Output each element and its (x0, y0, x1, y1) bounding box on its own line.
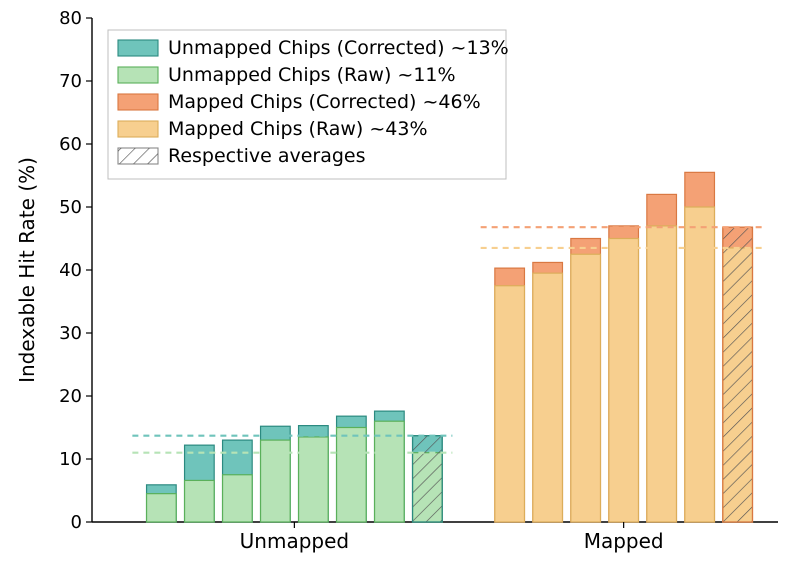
legend-swatch (118, 40, 158, 56)
mapped-raw-bar (571, 254, 601, 522)
y-tick-label: 0 (71, 512, 82, 533)
y-tick-label: 20 (59, 386, 82, 407)
legend-label: Mapped Chips (Corrected) ~46% (168, 91, 481, 113)
bar-chart: 0 10 20 30 40 50 60 70 80 Indexable Hit Rate (%) U… (0, 0, 800, 578)
unmapped-raw-bar (337, 428, 367, 523)
mapped-raw-bar (609, 239, 639, 523)
legend-label: Unmapped Chips (Raw) ~11% (168, 64, 456, 86)
unmapped-raw-bar (185, 480, 215, 522)
mapped-raw-bar (495, 286, 525, 522)
legend-label: Mapped Chips (Raw) ~43% (168, 118, 428, 140)
legend-swatch (118, 67, 158, 83)
y-tick-label: 40 (59, 260, 82, 281)
unmapped-raw-bar (223, 475, 253, 522)
y-axis-label: Indexable Hit Rate (%) (15, 157, 39, 383)
legend-label: Unmapped Chips (Corrected) ~13% (168, 37, 509, 59)
y-tick-label: 10 (59, 449, 82, 470)
y-tick-label: 30 (59, 323, 82, 344)
unmapped-raw-bar (147, 494, 177, 522)
x-tick-label: Mapped (584, 529, 664, 553)
chart-container: 0 10 20 30 40 50 60 70 80 Indexable Hit Rate (%) U… (0, 0, 800, 578)
average-bar-hatch (723, 227, 753, 522)
y-tick-label: 70 (59, 71, 82, 92)
mapped-raw-bar (647, 226, 677, 522)
unmapped-raw-bar (299, 437, 329, 522)
y-tick-label: 50 (59, 197, 82, 218)
x-tick-label: Unmapped (240, 529, 349, 553)
average-bar-hatch (413, 436, 443, 522)
legend-swatch (118, 121, 158, 137)
mapped-raw-bar (533, 273, 563, 522)
legend-swatch-hatch-overlay (118, 148, 158, 164)
mapped-raw-bar (685, 207, 715, 522)
legend-swatch (118, 94, 158, 110)
y-tick-label: 60 (59, 134, 82, 155)
y-tick-label: 80 (59, 8, 82, 29)
legend-label: Respective averages (168, 145, 366, 167)
